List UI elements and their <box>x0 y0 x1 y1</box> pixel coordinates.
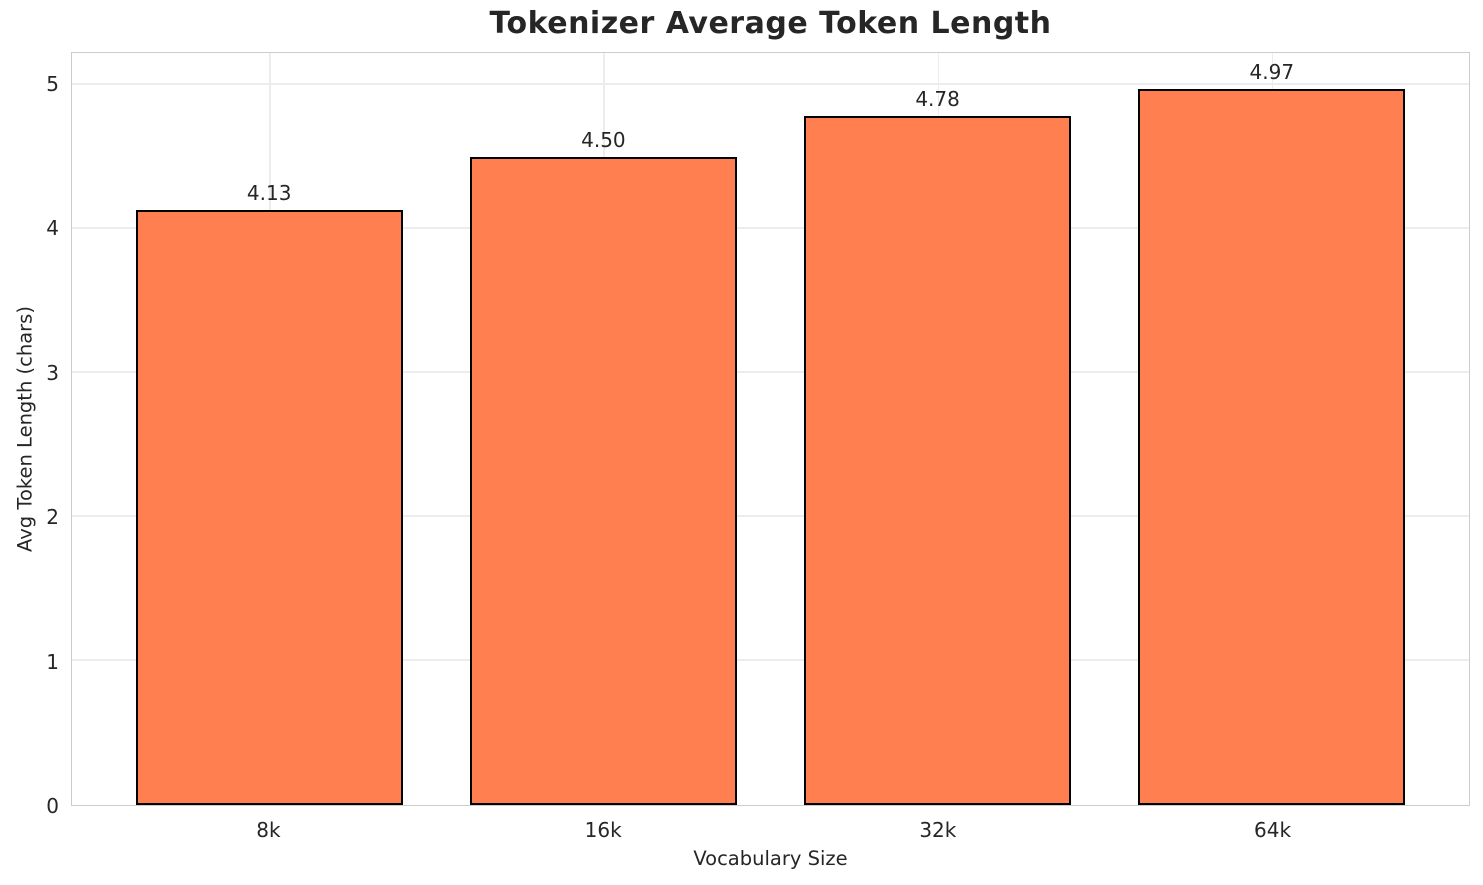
x-tick-label: 8k <box>256 818 281 842</box>
y-tick-label: 3 <box>46 360 59 385</box>
gridline-horizontal <box>72 83 1469 85</box>
y-tick-label: 4 <box>46 216 59 241</box>
y-tick-label: 2 <box>46 505 59 530</box>
y-tick-label: 5 <box>46 71 59 96</box>
bar-8k <box>135 209 403 805</box>
x-tick-label: 32k <box>919 818 957 842</box>
bar-16k <box>469 156 738 805</box>
y-tick-label: 0 <box>46 794 59 818</box>
bar-64k <box>1138 88 1406 805</box>
x-tick-label: 16k <box>584 818 622 842</box>
gridline-horizontal <box>72 659 1469 661</box>
gridline-horizontal <box>72 515 1469 517</box>
chart-title: Tokenizer Average Token Length <box>489 6 1052 41</box>
bar-value-label: 4.13 <box>246 180 292 205</box>
bar-value-label: 4.78 <box>915 87 960 112</box>
bar-value-label: 4.97 <box>1249 59 1295 84</box>
gridline-horizontal <box>72 371 1469 373</box>
y-tick-label: 1 <box>46 649 59 674</box>
gridline-horizontal <box>72 227 1469 229</box>
bar-32k <box>803 116 1072 805</box>
x-tick-label: 64k <box>1254 818 1292 842</box>
bar-value-label: 4.50 <box>581 127 626 152</box>
x-axis-label: Vocabulary Size <box>693 847 848 870</box>
plot-area: 4.13 4.50 4.78 4.97 <box>71 52 1470 806</box>
